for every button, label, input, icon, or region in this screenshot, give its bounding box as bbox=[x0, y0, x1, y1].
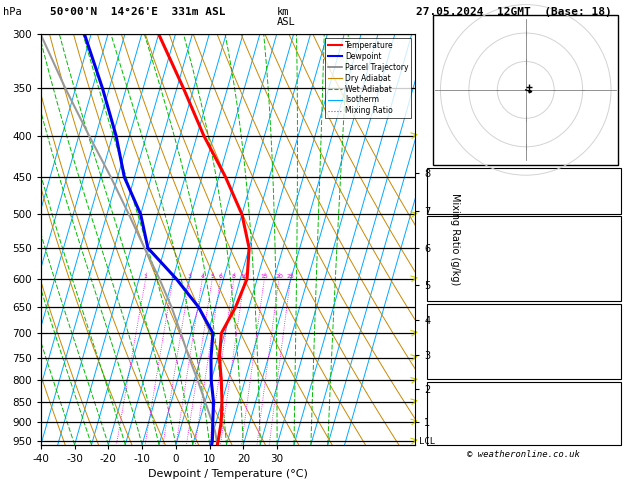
Text: Surface: Surface bbox=[503, 225, 544, 235]
Text: 1: 1 bbox=[143, 274, 148, 279]
Text: Pressure (mb): Pressure (mb) bbox=[433, 316, 509, 326]
Y-axis label: Mixing Ratio (g/kg): Mixing Ratio (g/kg) bbox=[450, 193, 460, 285]
Text: CAPE (J): CAPE (J) bbox=[433, 355, 480, 364]
Text: 27.05.2024  12GMT  (Base: 18): 27.05.2024 12GMT (Base: 18) bbox=[416, 7, 612, 17]
Text: 2.19: 2.19 bbox=[591, 201, 615, 211]
Text: Hodograph: Hodograph bbox=[497, 390, 550, 400]
Text: StmSpd (kt): StmSpd (kt) bbox=[433, 433, 498, 443]
Text: 3: 3 bbox=[188, 274, 192, 279]
FancyBboxPatch shape bbox=[426, 168, 621, 214]
Text: 2: 2 bbox=[608, 342, 615, 352]
Legend: Temperature, Dewpoint, Parcel Trajectory, Dry Adiabat, Wet Adiabat, Isotherm, Mi: Temperature, Dewpoint, Parcel Trajectory… bbox=[325, 38, 411, 119]
Text: 261°: 261° bbox=[591, 420, 615, 430]
Text: K: K bbox=[433, 171, 439, 180]
FancyBboxPatch shape bbox=[426, 382, 621, 445]
FancyBboxPatch shape bbox=[426, 216, 621, 301]
Text: 2: 2 bbox=[171, 274, 175, 279]
FancyBboxPatch shape bbox=[426, 304, 621, 379]
Text: 315: 315 bbox=[597, 329, 615, 339]
Text: 0: 0 bbox=[608, 367, 615, 378]
Text: LCL: LCL bbox=[419, 437, 435, 446]
Text: 6: 6 bbox=[218, 274, 223, 279]
Text: CIN (J): CIN (J) bbox=[433, 290, 474, 300]
Bar bbox=[433, 15, 618, 165]
Text: 310: 310 bbox=[597, 253, 615, 263]
Text: Lifted Index: Lifted Index bbox=[433, 342, 504, 352]
Text: 8: 8 bbox=[232, 274, 236, 279]
Text: Dewp (°C): Dewp (°C) bbox=[433, 241, 486, 251]
Text: Totals Totals: Totals Totals bbox=[433, 186, 509, 196]
Text: kt: kt bbox=[440, 17, 451, 27]
Text: 10.6: 10.6 bbox=[591, 241, 615, 251]
Text: © weatheronline.co.uk: © weatheronline.co.uk bbox=[467, 450, 580, 459]
Text: 6: 6 bbox=[608, 407, 615, 417]
Text: 0: 0 bbox=[608, 355, 615, 364]
Text: 27: 27 bbox=[603, 171, 615, 180]
Text: 5: 5 bbox=[210, 274, 214, 279]
Text: PW (cm): PW (cm) bbox=[433, 201, 474, 211]
Text: 50°00'N  14°26'E  331m ASL: 50°00'N 14°26'E 331m ASL bbox=[50, 7, 226, 17]
Text: 15: 15 bbox=[260, 274, 268, 279]
Text: 6: 6 bbox=[608, 265, 615, 276]
Text: SREH: SREH bbox=[433, 407, 457, 417]
Text: Lifted Index: Lifted Index bbox=[433, 265, 504, 276]
Text: EH: EH bbox=[433, 394, 445, 404]
Text: 925: 925 bbox=[597, 316, 615, 326]
Text: 4: 4 bbox=[200, 274, 204, 279]
Text: 10: 10 bbox=[241, 274, 248, 279]
Text: km: km bbox=[277, 7, 289, 17]
Text: 48: 48 bbox=[603, 186, 615, 196]
Text: CAPE (J): CAPE (J) bbox=[433, 278, 480, 288]
Text: Most Unstable: Most Unstable bbox=[486, 312, 562, 323]
Text: CIN (J): CIN (J) bbox=[433, 367, 474, 378]
Text: θₑ(K): θₑ(K) bbox=[433, 253, 462, 263]
Text: 0: 0 bbox=[608, 394, 615, 404]
Text: 25: 25 bbox=[287, 274, 294, 279]
Text: θₑ (K): θₑ (K) bbox=[433, 329, 468, 339]
Text: 12.3: 12.3 bbox=[591, 228, 615, 238]
Text: 5: 5 bbox=[608, 433, 615, 443]
Text: 0: 0 bbox=[608, 278, 615, 288]
Text: hPa: hPa bbox=[3, 7, 22, 17]
Text: 20: 20 bbox=[275, 274, 283, 279]
Text: Temp (°C): Temp (°C) bbox=[433, 228, 486, 238]
Text: StmDir: StmDir bbox=[433, 420, 468, 430]
Text: ASL: ASL bbox=[277, 17, 296, 27]
Text: 0: 0 bbox=[608, 290, 615, 300]
X-axis label: Dewpoint / Temperature (°C): Dewpoint / Temperature (°C) bbox=[148, 469, 308, 479]
